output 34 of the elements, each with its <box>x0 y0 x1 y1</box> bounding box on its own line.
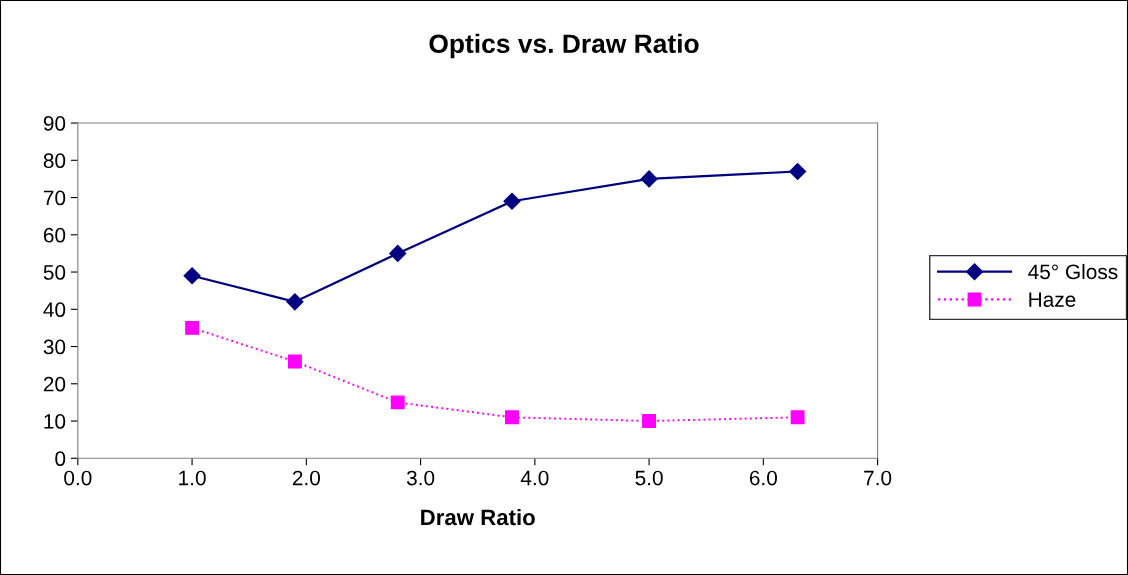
legend-label: Haze <box>1029 292 1076 307</box>
point <box>789 162 807 181</box>
y-tick-label: 40 <box>43 302 66 318</box>
point <box>183 267 201 285</box>
y-tick-label: 10 <box>44 414 66 429</box>
y-tick-label: 50 <box>43 265 66 280</box>
y-tick-label: 30 <box>43 339 66 355</box>
point <box>287 354 302 369</box>
y-tick-label: 60 <box>43 227 66 243</box>
x-tick-label: 3.0 <box>406 470 435 486</box>
y-tick-label: 20 <box>43 376 66 392</box>
point <box>640 170 658 188</box>
y-tick-label: 90 <box>43 116 66 131</box>
legend-label: 45° Gloss <box>1028 263 1118 280</box>
point <box>503 192 521 210</box>
point <box>642 414 657 428</box>
chart-title: Optics vs. Draw Ratio <box>429 33 699 59</box>
x-axis-title: Draw Ratio <box>421 508 535 526</box>
x-tick-label: 6.0 <box>749 470 777 486</box>
y-tick-label: 80 <box>43 153 66 169</box>
y-tick-label: 70 <box>43 190 66 206</box>
point <box>790 410 805 425</box>
point <box>286 293 304 311</box>
x-tick-label: 2.0 <box>292 470 320 486</box>
x-tick-label: 7.0 <box>864 470 892 486</box>
point <box>389 244 407 262</box>
y-tick-label: 0 <box>55 451 66 467</box>
point <box>185 320 200 335</box>
x-tick-label: 1.0 <box>179 470 206 486</box>
x-tick-label: 4.0 <box>520 470 549 486</box>
x-tick-label: 0.0 <box>64 470 92 486</box>
point <box>505 410 519 425</box>
point <box>390 395 405 410</box>
x-tick-label: 5.0 <box>635 470 663 486</box>
